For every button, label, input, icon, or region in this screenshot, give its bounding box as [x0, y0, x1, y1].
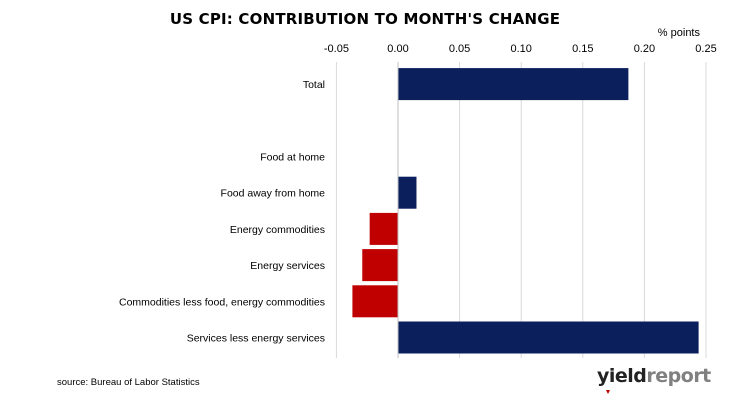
unit-label: % points	[657, 27, 700, 39]
yieldreport-logo: yieldreport	[597, 365, 711, 387]
x-tick-label: 0.15	[572, 43, 593, 55]
category-label: Food away from home	[221, 188, 326, 200]
logo-yield-text: yield	[597, 365, 647, 387]
chart-title: US CPI: CONTRIBUTION TO MONTH'S CHANGE	[169, 10, 561, 28]
category-label: Commodities less food, energy commoditie…	[119, 296, 325, 308]
x-tick-label: 0.20	[634, 43, 655, 55]
x-tick-label: 0.05	[449, 43, 470, 55]
x-tick-label: 0.25	[695, 43, 716, 55]
logo-report-text: report	[646, 365, 711, 387]
category-label: Energy services	[250, 260, 325, 272]
bar	[362, 249, 398, 282]
source-note: source: Bureau of Labor Statistics	[57, 377, 200, 388]
bar	[398, 176, 417, 209]
x-tick-label: 0.00	[387, 43, 408, 55]
category-label: Services less energy services	[187, 333, 325, 345]
bar	[398, 68, 629, 101]
logo-mark-icon	[606, 390, 610, 394]
category-label: Total	[303, 79, 325, 91]
bar	[398, 321, 699, 354]
category-label: Food at home	[260, 152, 325, 164]
bar	[369, 212, 398, 245]
bar	[352, 285, 398, 318]
x-tick-label: 0.10	[510, 43, 531, 55]
category-label: Energy commodities	[230, 224, 325, 236]
x-tick-label: -0.05	[324, 43, 349, 55]
